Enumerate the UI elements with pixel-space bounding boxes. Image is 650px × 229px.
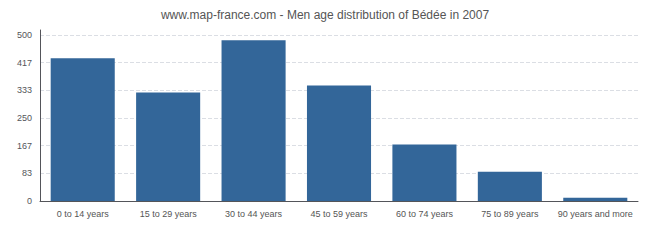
svg-text:500: 500 — [17, 30, 32, 40]
svg-text:www.map-france.com - Men age d: www.map-france.com - Men age distributio… — [160, 8, 489, 22]
svg-text:15 to 29 years: 15 to 29 years — [140, 209, 198, 219]
svg-text:90 years and more: 90 years and more — [558, 209, 633, 219]
svg-text:75 to 89 years: 75 to 89 years — [481, 209, 539, 219]
svg-text:250: 250 — [17, 113, 32, 123]
svg-text:83: 83 — [22, 168, 32, 178]
svg-text:60 to 74 years: 60 to 74 years — [396, 209, 454, 219]
svg-text:0 to 14 years: 0 to 14 years — [57, 209, 110, 219]
svg-text:167: 167 — [17, 141, 32, 151]
svg-text:0: 0 — [27, 196, 32, 206]
svg-text:417: 417 — [17, 58, 32, 68]
svg-text:333: 333 — [17, 85, 32, 95]
svg-text:45 to 59 years: 45 to 59 years — [310, 209, 368, 219]
svg-text:30 to 44 years: 30 to 44 years — [225, 209, 283, 219]
